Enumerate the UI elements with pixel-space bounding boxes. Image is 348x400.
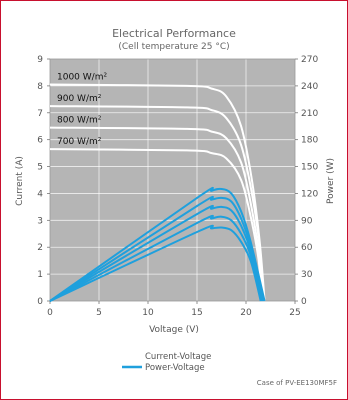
- x-tick-label: 10: [142, 308, 154, 318]
- y-left-tick-label: 7: [37, 109, 43, 119]
- y-left-tick-label: 5: [37, 163, 43, 173]
- axes: 0 5 10 15 20 25012345678903060901201501802102…: [37, 55, 318, 318]
- power-voltage-curve-5: [49, 224, 262, 302]
- x-tick-label: 5: [96, 308, 102, 318]
- irradiance-label: 1000 W/m²: [57, 73, 107, 83]
- y-left-tick-label: 8: [37, 82, 43, 92]
- current-voltage-curve-2: [49, 105, 265, 302]
- current-voltage-curves: [49, 83, 266, 302]
- y-left-tick-label: 4: [37, 189, 43, 199]
- power-voltage-curve-3: [49, 204, 264, 302]
- y-right-tick-label: 210: [301, 109, 318, 119]
- power-voltage-curve-4: [49, 214, 263, 302]
- y-right-tick-label: 60: [301, 243, 313, 253]
- power-voltage-curves: [49, 186, 266, 302]
- current-voltage-curve-4: [49, 148, 263, 302]
- y-left-tick-label: 0: [37, 297, 43, 307]
- power-voltage-curve-1: [49, 186, 266, 302]
- current-voltage-curve-3: [49, 126, 264, 302]
- y-left-tick-label: 3: [37, 216, 43, 226]
- y-right-tick-label: 0: [301, 297, 307, 307]
- y-right-tick-label: 120: [301, 189, 318, 199]
- irradiance-label: 700 W/m²: [57, 137, 102, 147]
- y-right-axis-title: Power (W): [326, 158, 336, 204]
- y-left-axis-title: Current (A): [15, 156, 25, 206]
- y-right-tick-label: 30: [301, 270, 313, 280]
- y-left-tick-label: 2: [37, 243, 43, 253]
- y-right-tick-label: 90: [301, 216, 313, 226]
- y-left-tick-label: 1: [37, 270, 43, 280]
- legend-label-current: Current-Voltage: [145, 352, 211, 362]
- plot-border: [49, 58, 296, 302]
- model-caption: Case of PV-EE130MF5F: [257, 379, 337, 387]
- irradiance-label: 900 W/m²: [57, 94, 102, 104]
- irradiance-labels: 1000 W/m² 900 W/m² 800 W/m² 700 W/m²: [57, 73, 107, 148]
- y-right-tick-label: 270: [301, 55, 318, 65]
- grid: [50, 59, 295, 301]
- chart-title: Electrical Performance: [112, 27, 236, 40]
- y-right-tick-label: 180: [301, 136, 318, 146]
- chart-subtitle: (Cell temperature 25 °C): [118, 42, 229, 52]
- legend-label-power: Power-Voltage: [145, 363, 205, 373]
- x-tick-label: 15: [191, 308, 202, 318]
- x-tick-label: 20: [240, 308, 252, 318]
- x-tick-label: 0: [47, 308, 53, 318]
- y-left-tick-label: 9: [37, 55, 43, 65]
- power-voltage-curve-2: [49, 195, 265, 302]
- x-axis-title: Voltage (V): [149, 325, 199, 335]
- x-tick-label: 25: [289, 308, 300, 318]
- y-right-tick-label: 240: [301, 82, 318, 92]
- y-right-tick-label: 150: [301, 163, 318, 173]
- y-left-tick-label: 6: [37, 136, 43, 146]
- irradiance-label: 800 W/m²: [57, 116, 102, 126]
